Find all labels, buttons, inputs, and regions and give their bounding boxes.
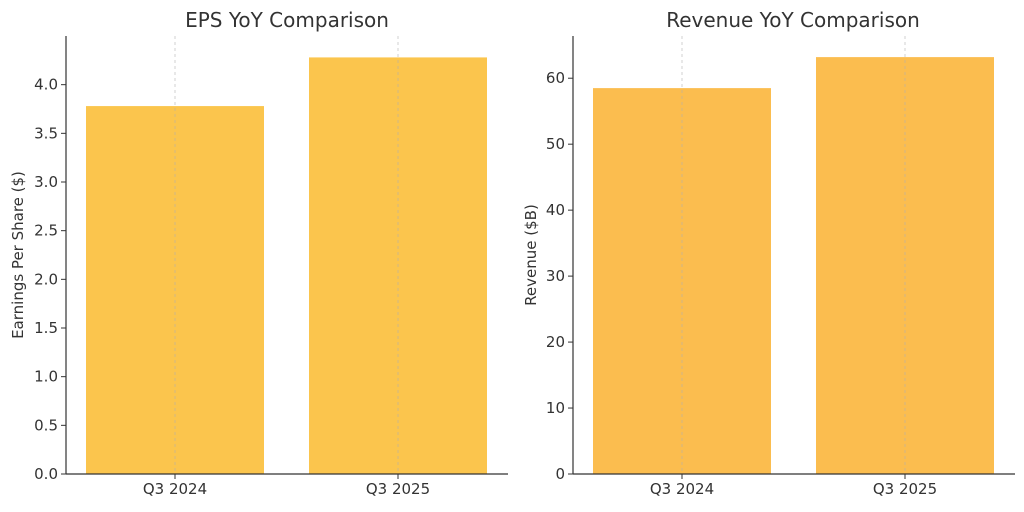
y-tick-label: 3.5 (34, 124, 58, 142)
x-tick-label: Q3 2024 (143, 480, 207, 498)
x-tick-label: Q3 2025 (366, 480, 430, 498)
chart-title: EPS YoY Comparison (185, 8, 389, 32)
y-tick-label: 40 (546, 201, 565, 219)
y-tick-label: 0.0 (34, 465, 58, 483)
x-tick-label: Q3 2025 (873, 480, 937, 498)
y-tick-label: 4.0 (34, 76, 58, 94)
y-tick-label: 2.0 (34, 270, 58, 288)
eps-chart: EPS YoY Comparison Earnings Per Share ($)… (9, 8, 508, 498)
y-tick-label: 0.5 (34, 416, 58, 434)
y-tick-label: 2.5 (34, 222, 58, 240)
y-tick-label: 60 (546, 69, 565, 87)
chart-title: Revenue YoY Comparison (666, 8, 920, 32)
y-tick-label: 0 (555, 465, 565, 483)
y-axis-label: Revenue ($B) (522, 204, 540, 306)
y-tick-label: 1.5 (34, 319, 58, 337)
y-tick-label: 30 (546, 267, 565, 285)
y-tick-label: 1.0 (34, 368, 58, 386)
revenue-chart: Revenue YoY Comparison Revenue ($B) 0 10 20 3… (522, 8, 1015, 498)
y-tick-label: 50 (546, 135, 565, 153)
y-tick-label: 10 (546, 399, 565, 417)
y-tick-label: 3.0 (34, 173, 58, 191)
y-axis-label: Earnings Per Share ($) (9, 171, 27, 339)
x-tick-label: Q3 2024 (650, 480, 714, 498)
y-tick-label: 20 (546, 333, 565, 351)
